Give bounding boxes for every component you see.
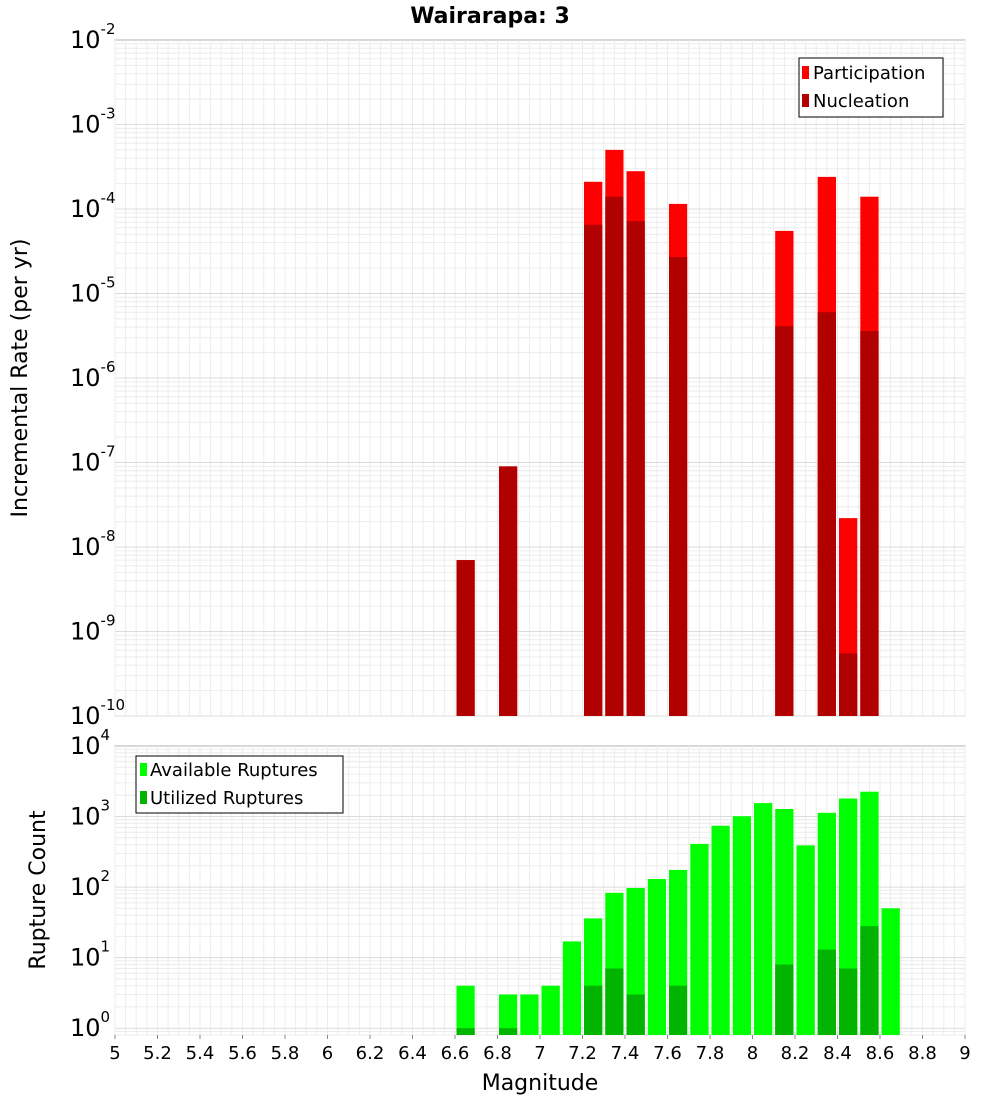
bar-nucleation xyxy=(605,196,624,716)
x-tick-label: 7.8 xyxy=(696,1043,725,1064)
bar-utilized-ruptures xyxy=(584,985,603,1035)
legend-swatch-utilized xyxy=(140,791,147,804)
x-tick-label: 7 xyxy=(534,1043,545,1064)
x-tick-label: 6.6 xyxy=(441,1043,470,1064)
top-y-tick-label: 10-9 xyxy=(70,612,116,646)
top-legend: Participation Nucleation xyxy=(798,57,944,118)
legend-label-available: Available Ruptures xyxy=(150,760,318,781)
top-y-ticks: 10-10 10-9 10-8 10-7 10-6 10-5 10-4 10-3 10-2 xyxy=(70,20,125,730)
bar-utilized-ruptures xyxy=(817,949,836,1035)
x-tick-label: 8.8 xyxy=(908,1043,937,1064)
top-bars xyxy=(456,149,879,717)
bottom-y-axis-label: Rupture Count xyxy=(26,810,51,970)
top-y-tick-label: 10-8 xyxy=(70,527,116,561)
legend-label-nucleation: Nucleation xyxy=(813,91,909,112)
bar-available-ruptures xyxy=(881,908,900,1035)
x-tick-label: 9 xyxy=(959,1043,970,1064)
x-tick-label: 8.4 xyxy=(823,1043,852,1064)
x-tick-label: 7.4 xyxy=(611,1043,640,1064)
bar-available-ruptures xyxy=(499,994,518,1035)
x-ticks: 5 5.2 5.4 5.6 5.8 6 6.2 6.4 6.6 6.8 7 7.2 7.4 7.6 7.8 8… xyxy=(109,1035,971,1064)
x-tick-label: 8.2 xyxy=(781,1043,810,1064)
x-tick-label: 7.6 xyxy=(653,1043,682,1064)
bar-utilized-ruptures xyxy=(839,968,858,1035)
top-y-tick-label: 10-3 xyxy=(70,105,116,139)
bottom-legend: Available Ruptures Utilized Ruptures xyxy=(135,755,344,814)
top-y-tick-label: 10-10 xyxy=(70,696,125,730)
x-tick-label: 5.4 xyxy=(186,1043,215,1064)
bar-available-ruptures xyxy=(520,994,539,1035)
x-tick-label: 6 xyxy=(322,1043,333,1064)
x-tick-label: 8 xyxy=(747,1043,758,1064)
bar-utilized-ruptures xyxy=(456,1028,475,1035)
x-tick-label: 6.4 xyxy=(398,1043,427,1064)
bar-nucleation xyxy=(775,326,794,716)
bar-nucleation xyxy=(456,560,475,716)
x-tick-label: 6.8 xyxy=(483,1043,512,1064)
bar-nucleation xyxy=(626,221,645,716)
x-tick-label: 5.2 xyxy=(143,1043,172,1064)
bar-nucleation xyxy=(817,312,836,716)
legend-label-participation: Participation xyxy=(813,63,925,84)
x-tick-label: 5.6 xyxy=(228,1043,257,1064)
bar-nucleation xyxy=(669,257,688,716)
bar-available-ruptures xyxy=(711,825,730,1035)
top-y-tick-label: 10-5 xyxy=(70,274,116,308)
bottom-y-tick-label: 102 xyxy=(70,867,110,901)
legend-swatch-participation xyxy=(802,66,809,79)
x-axis-label: Magnitude xyxy=(482,1071,599,1096)
legend-label-utilized: Utilized Ruptures xyxy=(150,788,303,809)
x-tick-label: 5.8 xyxy=(271,1043,300,1064)
x-tick-label: 7.2 xyxy=(568,1043,597,1064)
bar-available-ruptures xyxy=(690,843,709,1035)
bottom-legend-box xyxy=(135,755,344,814)
bottom-y-tick-label: 103 xyxy=(70,797,110,831)
bar-nucleation xyxy=(584,224,603,717)
bottom-y-tick-label: 100 xyxy=(70,1008,110,1042)
x-tick-label: 6.2 xyxy=(356,1043,385,1064)
bar-available-ruptures xyxy=(732,816,751,1035)
bar-utilized-ruptures xyxy=(626,994,645,1035)
bar-utilized-ruptures xyxy=(605,968,624,1035)
top-y-axis-label: Incremental Rate (per yr) xyxy=(8,239,33,518)
legend-swatch-nucleation xyxy=(802,94,809,107)
top-grid xyxy=(114,40,966,717)
bar-available-ruptures xyxy=(541,985,560,1035)
chart-title: Wairarapa: 3 xyxy=(410,4,570,29)
bar-nucleation xyxy=(499,466,518,716)
bar-utilized-ruptures xyxy=(499,1028,518,1035)
bar-available-ruptures xyxy=(796,845,815,1035)
legend-swatch-available xyxy=(140,763,147,776)
bar-nucleation xyxy=(839,653,858,716)
top-y-tick-label: 10-2 xyxy=(70,20,116,54)
x-tick-label: 5 xyxy=(109,1043,120,1064)
bar-available-ruptures xyxy=(754,803,773,1035)
bottom-y-ticks: 100 101 102 103 104 xyxy=(70,726,110,1042)
x-tick-label: 8.6 xyxy=(866,1043,895,1064)
bar-available-ruptures xyxy=(647,879,666,1035)
bar-utilized-ruptures xyxy=(775,964,794,1035)
top-panel: 10-10 10-9 10-8 10-7 10-6 10-5 10-4 10-3 10-2 In… xyxy=(8,20,966,730)
top-y-tick-label: 10-4 xyxy=(70,189,116,223)
top-legend-box xyxy=(798,57,944,118)
bar-available-ruptures xyxy=(562,941,581,1035)
top-y-tick-label: 10-6 xyxy=(70,358,116,392)
bar-utilized-ruptures xyxy=(860,926,879,1035)
bottom-y-tick-label: 104 xyxy=(70,726,110,760)
top-y-tick-label: 10-7 xyxy=(70,443,116,477)
bottom-y-tick-label: 101 xyxy=(70,938,110,972)
bar-available-ruptures xyxy=(456,985,475,1035)
bottom-bars xyxy=(456,791,900,1035)
bar-utilized-ruptures xyxy=(669,985,688,1035)
bottom-panel: 100 101 102 103 104 5 5.2 5.4 5.6 5.8 6 6.2 6.4 6.6 6… xyxy=(26,726,971,1096)
bar-nucleation xyxy=(860,331,879,716)
